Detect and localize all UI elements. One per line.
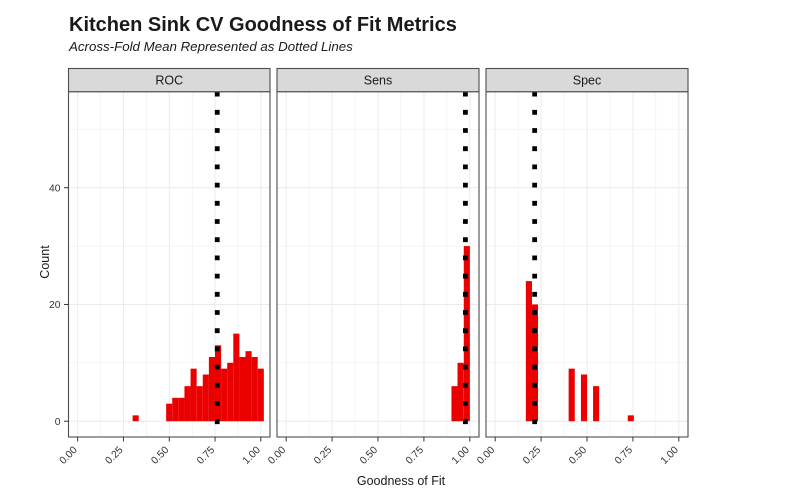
svg-text:Sens: Sens bbox=[364, 73, 393, 87]
svg-text:Spec: Spec bbox=[573, 73, 602, 87]
svg-text:0.50: 0.50 bbox=[149, 445, 171, 467]
svg-text:0.25: 0.25 bbox=[104, 445, 126, 467]
svg-text:1.00: 1.00 bbox=[241, 445, 263, 467]
svg-text:0.75: 0.75 bbox=[195, 445, 217, 467]
svg-text:0.25: 0.25 bbox=[312, 445, 334, 467]
svg-text:20: 20 bbox=[49, 300, 61, 311]
svg-text:1.00: 1.00 bbox=[659, 445, 681, 467]
svg-text:0.00: 0.00 bbox=[475, 445, 497, 467]
svg-text:0.00: 0.00 bbox=[266, 445, 288, 467]
svg-text:0.50: 0.50 bbox=[567, 445, 589, 467]
svg-text:0.75: 0.75 bbox=[404, 445, 426, 467]
svg-text:40: 40 bbox=[49, 183, 61, 194]
svg-text:0.00: 0.00 bbox=[58, 445, 80, 467]
svg-text:0.25: 0.25 bbox=[521, 445, 543, 467]
svg-text:0.75: 0.75 bbox=[613, 445, 635, 467]
svg-text:0.50: 0.50 bbox=[358, 445, 380, 467]
svg-text:1.00: 1.00 bbox=[450, 445, 472, 467]
svg-text:0: 0 bbox=[55, 417, 61, 428]
svg-text:ROC: ROC bbox=[155, 73, 183, 87]
